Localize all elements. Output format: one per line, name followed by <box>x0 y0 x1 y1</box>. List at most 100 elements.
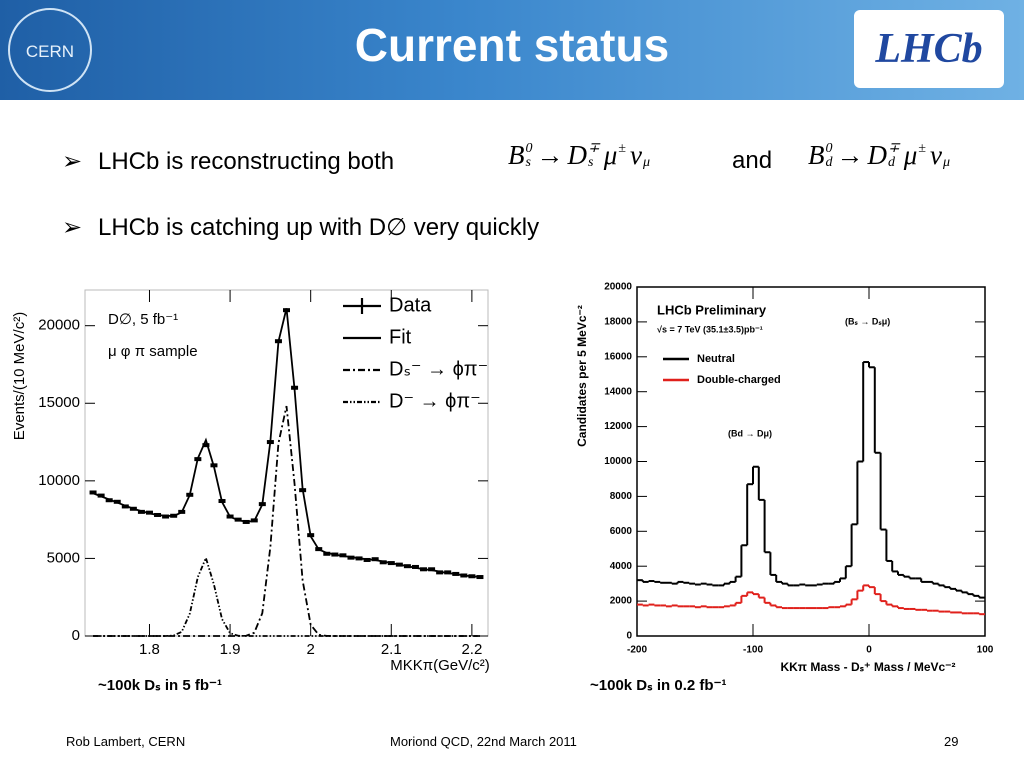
formula-base: μ <box>903 140 918 170</box>
formula-sub: μ <box>642 154 650 170</box>
y-tick-label: 2000 <box>610 596 633 607</box>
y-tick-label: 14000 <box>604 386 632 397</box>
annotation: √s = 7 TeV (35.1±3.5)pb⁻¹ <box>657 324 763 334</box>
formula-scripts: ± <box>618 140 626 170</box>
x-tick-label: 1.9 <box>220 641 241 658</box>
formula-token: → <box>537 140 564 171</box>
formula-base: B <box>508 140 525 170</box>
formula-scripts: μ <box>943 142 950 170</box>
curve <box>92 308 481 578</box>
formula-base: ν <box>629 140 642 170</box>
y-axis-label: Events/(10 MeV/c²) <box>11 312 28 440</box>
y-tick-label: 5000 <box>47 549 80 566</box>
lhcb-logo: LHCb <box>854 10 1004 88</box>
legend-label: Double-charged <box>697 374 781 386</box>
y-tick-label: 6000 <box>610 526 633 537</box>
formula-base: D <box>867 140 888 170</box>
annotation: LHCb Preliminary <box>657 302 767 317</box>
bullet: ➢ LHCb is catching up with D∅ very quickl… <box>62 213 539 242</box>
title: Current status <box>354 19 670 71</box>
plot-frame <box>84 289 489 637</box>
x-tick-label: 0 <box>866 645 872 656</box>
formula-scripts: μ <box>643 142 650 170</box>
y-tick-label: 12000 <box>604 421 632 432</box>
curve <box>93 405 480 637</box>
formula-base: → <box>536 140 564 170</box>
bullet-arrow: ➢ <box>62 214 83 241</box>
legend-label: Fit <box>389 326 412 348</box>
footer-author: Rob Lambert, CERN <box>66 734 186 749</box>
y-tick-label: 0 <box>626 631 632 642</box>
formula-sub: s <box>588 154 594 170</box>
y-tick-label: 16000 <box>604 351 632 362</box>
formula-token: → <box>837 140 864 171</box>
chart: 0 2000 4000 6000 8000 10000 12000 14000 16000 180… <box>575 282 994 675</box>
x-tick-label: 2.1 <box>381 641 402 658</box>
formula-scripts: ∓ s <box>588 140 600 170</box>
formula-token: μ ± <box>604 140 626 171</box>
y-tick-label: 10000 <box>604 456 632 467</box>
caption: ~100k Dₛ in 0.2 fb⁻¹ <box>590 677 727 694</box>
y-axis-label: Candidates per 5 MeVc⁻² <box>575 305 589 447</box>
formula-base: ν <box>929 140 942 170</box>
formula-sub: μ <box>942 154 950 170</box>
legend-label: Dₛ⁻ → ϕπ⁻ <box>389 358 488 380</box>
bullet-arrow: ➢ <box>62 148 83 175</box>
y-tick-label: 15000 <box>38 394 80 411</box>
formula: B 0 d → D ∓ d μ ± ν μ <box>808 140 954 171</box>
legend-label: Data <box>389 294 432 316</box>
x-tick-label: 1.8 <box>139 641 160 658</box>
chart: 0 5000 10000 15000 20000 1.8 1.9 2 2.1 2.2MKKπ(Ge… <box>11 289 490 674</box>
footer-page: 29 <box>944 734 959 749</box>
legend-label: Neutral <box>697 353 735 365</box>
formula-token: D ∓ d <box>868 140 900 171</box>
header: CERN Current status LHCb <box>0 0 1024 100</box>
bullet-text: LHCb is catching up with D∅ very quickly <box>98 214 540 241</box>
x-tick-label: -100 <box>743 645 763 656</box>
formula-sup: ∓ <box>588 140 600 156</box>
x-axis-label: MKKπ(GeV/c²) <box>390 657 490 674</box>
formula-sup: ∓ <box>888 140 900 156</box>
annotation: (Bd → Dμ) <box>728 428 772 438</box>
y-tick-label: 20000 <box>38 317 80 334</box>
formula-sup: ± <box>618 140 626 156</box>
formula-sup: ± <box>918 140 926 156</box>
formula-sub: d <box>825 154 833 170</box>
x-tick-label: -200 <box>627 645 647 656</box>
annotation: μ φ π sample <box>108 343 198 360</box>
legend-label: D⁻ → ϕπ⁻ <box>389 390 481 412</box>
annotation: D∅, 5 fb⁻¹ <box>108 311 178 328</box>
formula-sup: 0 <box>825 140 833 156</box>
curve <box>93 555 480 637</box>
data-point <box>89 490 97 495</box>
x-axis-label: KKπ Mass - Dₛ⁺ Mass / MeVc⁻² <box>780 660 955 674</box>
formula-base: D <box>567 140 588 170</box>
data-point <box>202 443 210 448</box>
y-tick-label: 8000 <box>610 491 633 502</box>
bullet-joiner: and <box>732 147 773 174</box>
y-tick-label: 18000 <box>604 317 632 328</box>
formula-base: B <box>808 140 825 170</box>
formula-sup: 0 <box>525 140 533 156</box>
formula: B 0 s → D ∓ s μ ± ν μ <box>508 140 654 171</box>
bullet: ➢ LHCb is reconstructing both <box>62 147 394 176</box>
formula-scripts: ± <box>918 140 926 170</box>
caption: ~100k Dₛ in 5 fb⁻¹ <box>98 677 222 694</box>
annotation: (Bₛ → Dₛμ) <box>845 316 890 326</box>
cern-logo: CERN <box>8 8 92 92</box>
y-tick-label: 10000 <box>38 472 80 489</box>
x-tick-label: 100 <box>977 645 994 656</box>
bullet-text: LHCb is reconstructing both <box>98 148 395 175</box>
formula-token: μ ± <box>904 140 926 171</box>
y-tick-label: 0 <box>72 627 80 644</box>
formula-sub: d <box>888 154 895 170</box>
y-tick-label: 4000 <box>610 561 633 572</box>
